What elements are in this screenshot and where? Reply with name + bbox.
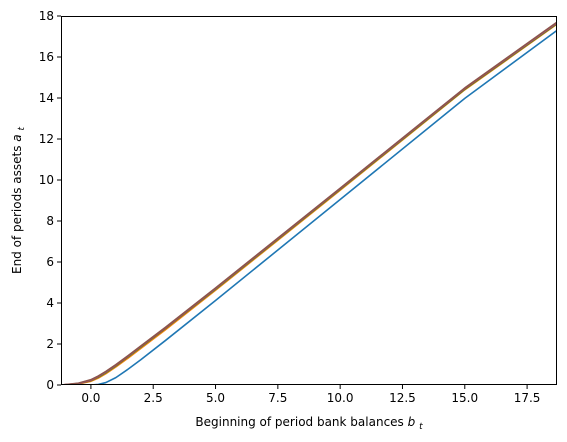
y-tick-label: 18 (39, 9, 54, 23)
x-tick-label: 7.5 (268, 391, 287, 405)
series-line-2 (61, 23, 557, 385)
y-tick-label: 16 (39, 50, 54, 64)
y-tick-label: 14 (39, 91, 54, 105)
y-tick-label: 0 (46, 378, 54, 392)
y-tick-label: 2 (46, 337, 54, 351)
x-axis-label: Beginning of period bank balances b t (195, 415, 423, 432)
x-tick-label: 0.0 (81, 391, 100, 405)
x-tick-label: 5.0 (206, 391, 225, 405)
series-lines (61, 21, 557, 385)
y-tick-label: 12 (39, 132, 54, 146)
x-tick-label: 2.5 (144, 391, 163, 405)
y-tick-label: 6 (46, 255, 54, 269)
y-tick-label: 8 (46, 214, 54, 228)
plot-area-frame (61, 16, 557, 385)
y-axis-label: End of periods assets a t (10, 127, 27, 275)
x-axis: 0.0 2.5 5.0 7.5 10.0 12.5 15.0 17.5 (81, 385, 540, 405)
series-line-1 (61, 29, 557, 385)
y-tick-label: 10 (39, 173, 54, 187)
series-line-6 (61, 21, 557, 385)
y-axis: 0 2 4 6 8 10 12 14 16 18 (39, 9, 61, 392)
x-tick-label: 17.5 (514, 391, 541, 405)
x-tick-label: 10.0 (327, 391, 354, 405)
x-tick-label: 15.0 (451, 391, 478, 405)
y-tick-label: 4 (46, 296, 54, 310)
x-tick-label: 12.5 (389, 391, 416, 405)
